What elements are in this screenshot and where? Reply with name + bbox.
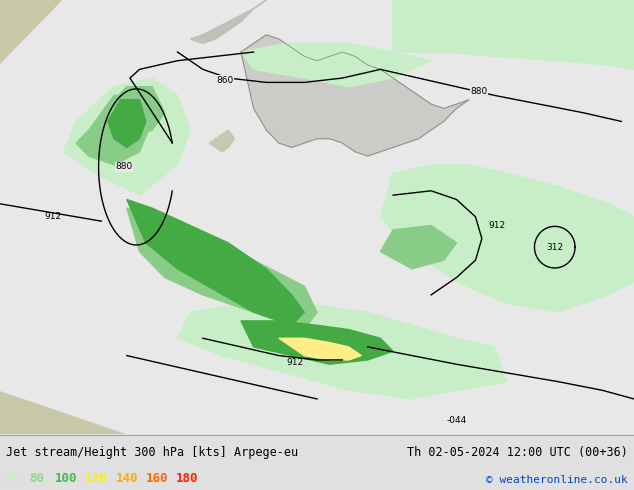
Text: 880: 880 xyxy=(470,87,488,96)
Text: 312: 312 xyxy=(546,243,564,252)
Polygon shape xyxy=(127,199,304,325)
Text: 912: 912 xyxy=(286,358,304,367)
Polygon shape xyxy=(241,35,469,156)
Polygon shape xyxy=(178,304,507,399)
Text: 860: 860 xyxy=(216,76,234,85)
Text: © weatheronline.co.uk: © weatheronline.co.uk xyxy=(486,475,628,486)
Polygon shape xyxy=(190,0,266,44)
Text: Th 02-05-2024 12:00 UTC (00+36): Th 02-05-2024 12:00 UTC (00+36) xyxy=(407,446,628,459)
Polygon shape xyxy=(393,0,634,70)
Polygon shape xyxy=(380,225,456,269)
Text: 120: 120 xyxy=(85,472,107,486)
Text: 912: 912 xyxy=(44,212,61,221)
Polygon shape xyxy=(241,44,431,87)
Polygon shape xyxy=(279,338,361,360)
Text: 100: 100 xyxy=(55,472,77,486)
Text: 140: 140 xyxy=(115,472,138,486)
Polygon shape xyxy=(380,165,634,312)
Polygon shape xyxy=(63,78,190,195)
Polygon shape xyxy=(209,130,235,152)
Polygon shape xyxy=(108,100,146,147)
Polygon shape xyxy=(101,87,165,139)
Polygon shape xyxy=(241,321,393,364)
Text: 60: 60 xyxy=(5,472,20,486)
Polygon shape xyxy=(0,0,634,434)
Text: Jet stream/Height 300 hPa [kts] Arpege-eu: Jet stream/Height 300 hPa [kts] Arpege-e… xyxy=(6,446,299,459)
Text: 180: 180 xyxy=(176,472,198,486)
Text: 160: 160 xyxy=(146,472,168,486)
Polygon shape xyxy=(127,208,317,330)
Text: 80: 80 xyxy=(29,472,44,486)
Polygon shape xyxy=(76,96,152,165)
Text: 880: 880 xyxy=(115,163,133,172)
Text: -044: -044 xyxy=(446,416,467,425)
Text: 912: 912 xyxy=(488,221,505,230)
